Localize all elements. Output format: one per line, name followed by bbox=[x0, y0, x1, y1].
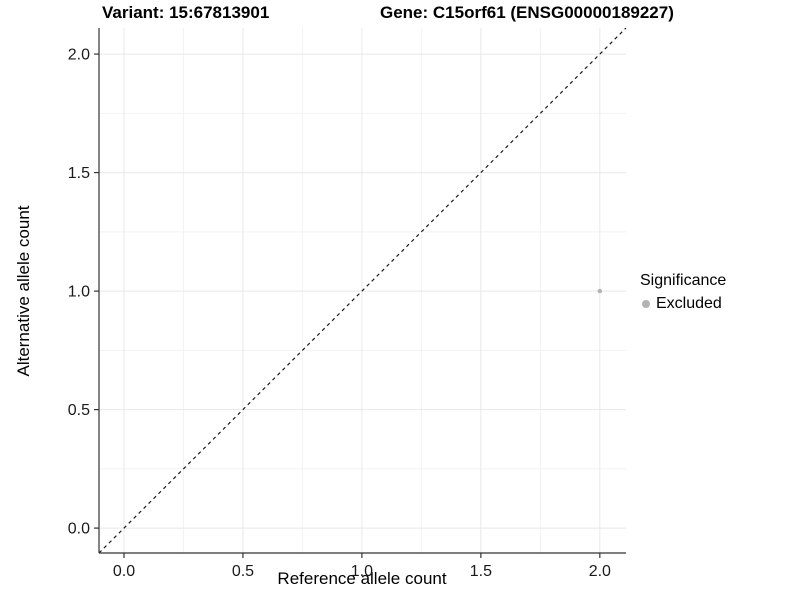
y-tick-label: 0.5 bbox=[68, 402, 90, 419]
y-tick-label: 2.0 bbox=[68, 47, 90, 64]
x-axis-title: Reference allele count bbox=[277, 569, 447, 588]
data-point bbox=[597, 288, 603, 294]
x-tick-label: 2.0 bbox=[589, 563, 611, 580]
x-tick-label: 0.0 bbox=[113, 563, 135, 580]
legend-item-excluded: Excluded bbox=[642, 295, 726, 313]
legend-item-label: Excluded bbox=[656, 295, 722, 312]
x-tick-label: 1.0 bbox=[351, 563, 373, 580]
y-tick-label: 1.5 bbox=[68, 165, 90, 182]
y-tick-label: 1.0 bbox=[68, 284, 90, 301]
legend: Significance Excluded bbox=[640, 272, 726, 313]
x-tick-label: 0.5 bbox=[232, 563, 254, 580]
circle-icon bbox=[642, 300, 650, 308]
identity-dashed-line bbox=[98, 27, 627, 554]
chart-title-gene: Gene: C15orf61 (ENSG00000189227) bbox=[380, 3, 674, 22]
legend-title: Significance bbox=[640, 272, 727, 289]
y-tick-label: 0.0 bbox=[68, 521, 90, 538]
x-tick-label: 1.5 bbox=[470, 563, 492, 580]
chart-title-variant: Variant: 15:67813901 bbox=[102, 3, 270, 22]
